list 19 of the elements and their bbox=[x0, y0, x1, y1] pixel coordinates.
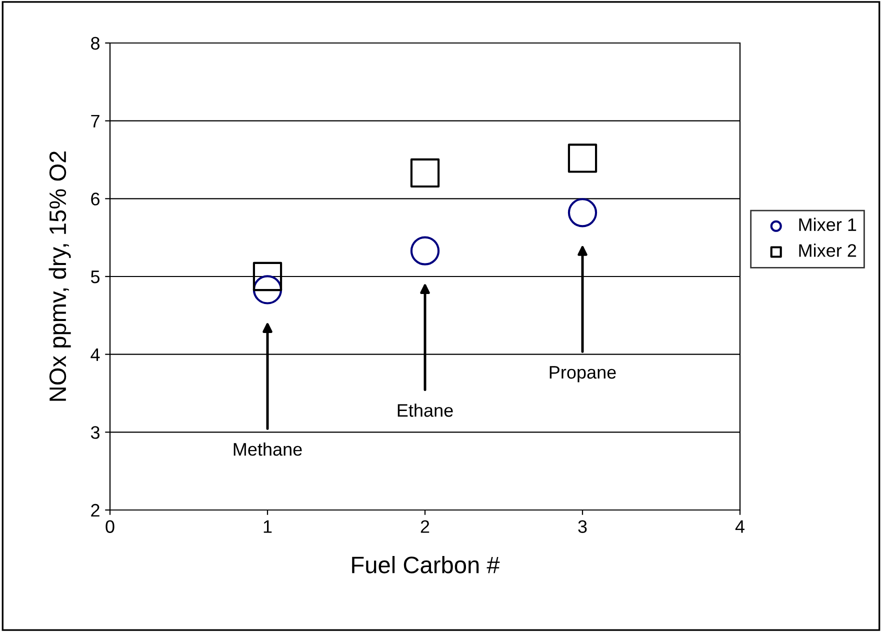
x-tick-label: 2 bbox=[420, 520, 430, 533]
y-tick-label: 2 bbox=[91, 504, 100, 517]
y-tick-label: 4 bbox=[90, 348, 100, 361]
y-axis-title: NOx ppmv, dry, 15% O2 bbox=[48, 151, 71, 401]
annotation: Propane bbox=[550, 366, 616, 382]
y-tick-label: 7 bbox=[91, 114, 100, 128]
y-tick-label: 3 bbox=[90, 426, 100, 439]
x-tick-label: 4 bbox=[735, 520, 744, 533]
legend-label: Mixer 2 bbox=[799, 244, 856, 257]
x-tick-label: 3 bbox=[578, 520, 587, 533]
y-tick-label: 8 bbox=[91, 36, 100, 50]
legend-label: Mixer 1 bbox=[799, 218, 856, 232]
x-tick-label: 0 bbox=[106, 520, 114, 533]
annotation: Ethane bbox=[398, 404, 453, 417]
x-tick-label: 1 bbox=[264, 520, 272, 533]
y-tick-label: 5 bbox=[90, 270, 100, 284]
y-tick-label: 6 bbox=[91, 192, 100, 206]
x-axis-title: Fuel Carbon # bbox=[352, 556, 500, 574]
annotation: Methane bbox=[234, 442, 302, 456]
